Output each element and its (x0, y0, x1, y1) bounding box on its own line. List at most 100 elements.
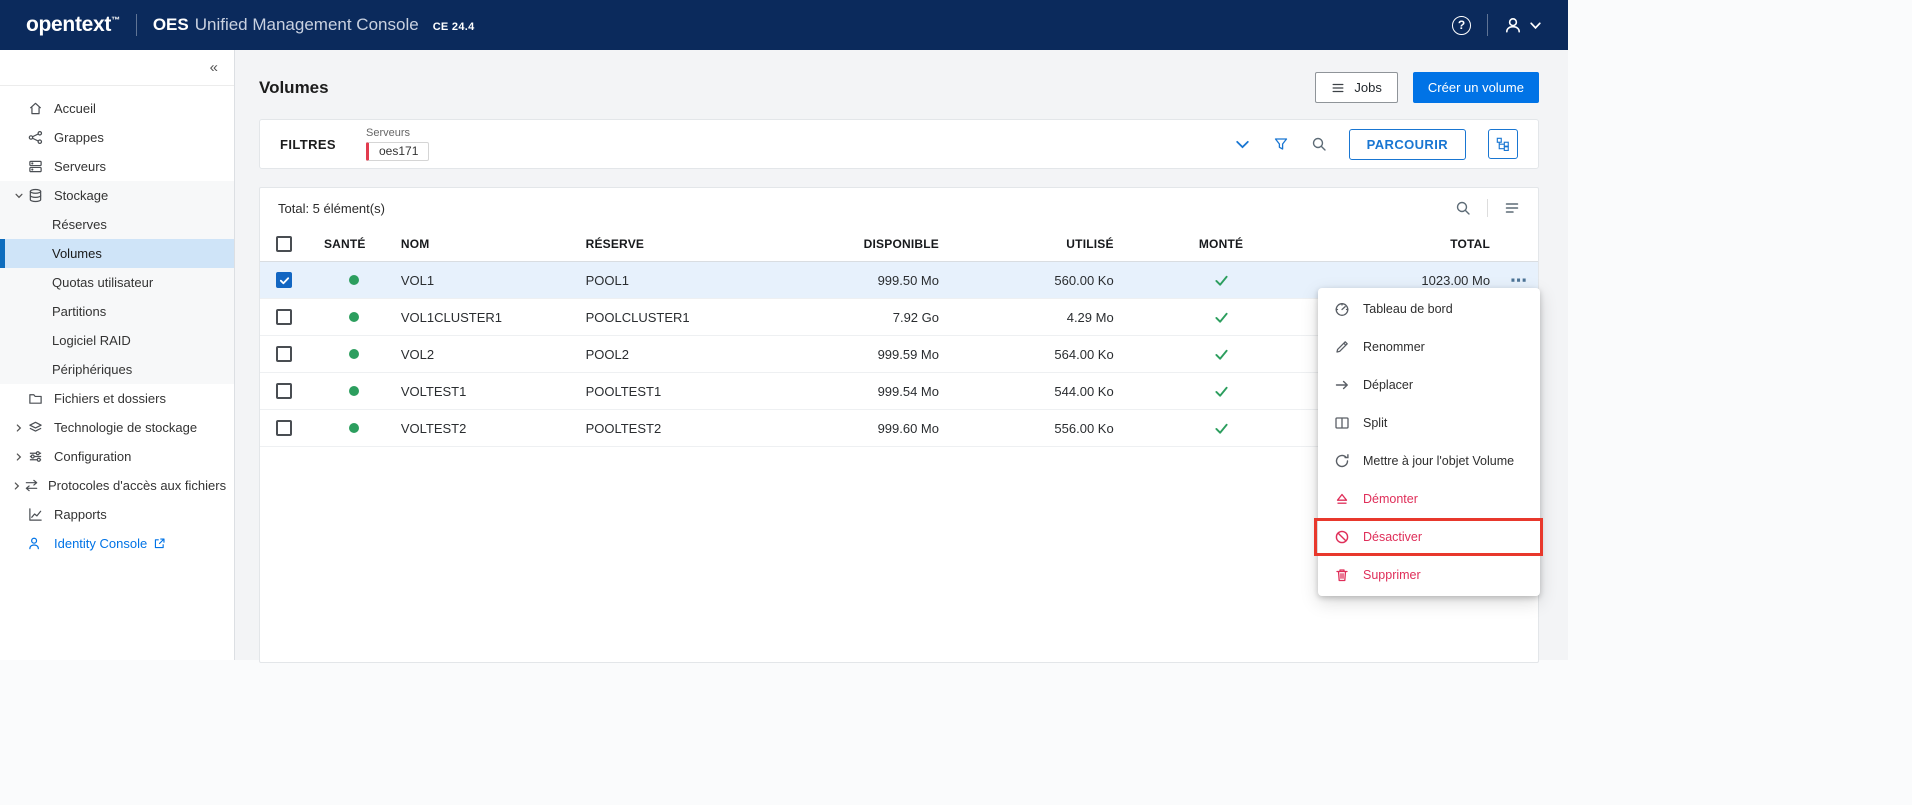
sidebar-item-volumes[interactable]: Volumes (0, 239, 234, 268)
row-checkbox[interactable] (276, 309, 292, 325)
cell-checkbox (260, 420, 316, 436)
user-menu[interactable] (1504, 16, 1542, 34)
chart-icon (28, 507, 45, 522)
health-ok-dot (349, 275, 359, 285)
cell-health (316, 423, 380, 433)
menu-item-supprimer[interactable]: Supprimer (1318, 556, 1540, 594)
column-header-total[interactable]: TOTAL (1328, 237, 1490, 251)
product-abbrev: OES (153, 15, 189, 34)
sidebar-item-accueil[interactable]: Accueil (0, 94, 234, 123)
menu-item-deplacer[interactable]: Déplacer (1318, 366, 1540, 404)
sidebar-item-identity-console[interactable]: Identity Console (0, 529, 234, 558)
list-icon (1331, 81, 1345, 95)
pencil-icon (1334, 339, 1350, 355)
sidebar-items: Accueil Grappes Serveurs (0, 86, 234, 558)
server-icon (28, 159, 45, 174)
sidebar-item-logiciel-raid[interactable]: Logiciel RAID (0, 326, 234, 355)
column-settings-icon[interactable] (1504, 200, 1520, 216)
table-search-icon[interactable] (1455, 200, 1471, 216)
row-checkbox[interactable] (276, 420, 292, 436)
version-badge: CE 24.4 (433, 21, 475, 33)
cell-checkbox (260, 346, 316, 362)
sidebar-item-partitions[interactable]: Partitions (0, 297, 234, 326)
sidebar-item-serveurs[interactable]: Serveurs (0, 152, 234, 181)
refresh-icon (1334, 453, 1350, 469)
expand-filters-chevron-icon[interactable] (1234, 136, 1251, 153)
cell-name: VOL1 (380, 273, 560, 288)
cell-health (316, 349, 380, 359)
cell-used: 564.00 Ko (939, 347, 1114, 362)
cell-used: 4.29 Mo (939, 310, 1114, 325)
total-count: Total: 5 élément(s) (278, 201, 385, 216)
sidebar-item-technologie-de-stockage[interactable]: Technologie de stockage (0, 413, 234, 442)
sidebar-item-reserves[interactable]: Réserves (0, 210, 234, 239)
sidebar-collapse-button[interactable]: « (210, 59, 218, 76)
layers-icon (28, 420, 45, 435)
browse-button[interactable]: PARCOURIR (1349, 129, 1466, 160)
cell-name: VOLTEST2 (380, 421, 560, 436)
mounted-check-icon (1214, 421, 1229, 436)
external-link-icon (153, 537, 166, 550)
chevron-down-icon (1529, 19, 1542, 32)
row-checkbox[interactable] (276, 272, 292, 288)
split-icon (1334, 415, 1350, 431)
menu-item-renommer[interactable]: Renommer (1318, 328, 1540, 366)
user-icon (1504, 16, 1522, 34)
column-header-disponible[interactable]: DISPONIBLE (804, 237, 939, 251)
cell-available: 999.59 Mo (804, 347, 939, 362)
create-volume-button[interactable]: Créer un volume (1413, 72, 1539, 103)
cell-total: 1023.00 Mo (1328, 273, 1490, 288)
row-actions-button[interactable]: ⋯ (1510, 272, 1528, 289)
column-header-utilise[interactable]: UTILISÉ (939, 237, 1114, 251)
menu-item-tableau-de-bord[interactable]: Tableau de bord (1318, 290, 1540, 328)
jobs-button[interactable]: Jobs (1315, 72, 1397, 103)
cell-health (316, 312, 380, 322)
health-ok-dot (349, 386, 359, 396)
sidebar: « Accueil Grappes (0, 50, 235, 660)
sidebar-item-grappes[interactable]: Grappes (0, 123, 234, 152)
sidebar-item-rapports[interactable]: Rapports (0, 500, 234, 529)
help-icon[interactable]: ? (1452, 16, 1471, 35)
sidebar-item-stockage[interactable]: Stockage (0, 181, 234, 210)
opentext-logo: opentext™ (26, 13, 120, 37)
sidebar-item-fichiers-et-dossiers[interactable]: Fichiers et dossiers (0, 384, 234, 413)
cell-available: 7.92 Go (804, 310, 939, 325)
menu-item-demonter[interactable]: Démonter (1318, 480, 1540, 518)
cell-mounted (1114, 347, 1329, 362)
row-checkbox[interactable] (276, 346, 292, 362)
cell-available: 999.60 Mo (804, 421, 939, 436)
filter-bar: FILTRES Serveurs oes171 PARCOURIR (259, 119, 1539, 169)
filter-funnel-icon[interactable] (1273, 136, 1289, 152)
cell-pool: POOLCLUSTER1 (560, 310, 805, 325)
tree-view-button[interactable] (1488, 129, 1518, 159)
sidebar-item-quotas-utilisateur[interactable]: Quotas utilisateur (0, 268, 234, 297)
chevron-down-icon (12, 191, 26, 201)
sidebar-item-configuration[interactable]: Configuration (0, 442, 234, 471)
column-header-nom[interactable]: NOM (380, 237, 560, 251)
sidebar-item-protocoles-acces-fichiers[interactable]: Protocoles d'accès aux fichiers (0, 471, 234, 500)
row-checkbox[interactable] (276, 383, 292, 399)
menu-item-mettre-a-jour[interactable]: Mettre à jour l'objet Volume (1318, 442, 1540, 480)
select-all-checkbox[interactable] (276, 236, 292, 252)
sidebar-group-stockage: Stockage Réserves Volumes Quotas utilisa… (0, 181, 234, 384)
column-header-sante[interactable]: SANTÉ (316, 237, 380, 251)
cell-name: VOL1CLUSTER1 (380, 310, 560, 325)
column-header-reserve[interactable]: RÉSERVE (560, 237, 805, 251)
sidebar-item-peripheriques[interactable]: Périphériques (0, 355, 234, 384)
trash-icon (1334, 567, 1350, 583)
dashboard-icon (1334, 301, 1350, 317)
search-icon[interactable] (1311, 136, 1327, 152)
folder-icon (28, 391, 45, 406)
menu-item-split[interactable]: Split (1318, 404, 1540, 442)
sidebar-header: « (0, 50, 234, 86)
header-checkbox-cell (260, 236, 316, 252)
server-filter-chip[interactable]: oes171 (366, 142, 429, 161)
divider (1487, 199, 1488, 217)
column-header-monte[interactable]: MONTÉ (1114, 237, 1329, 251)
cell-available: 999.50 Mo (804, 273, 939, 288)
table-toolbar-icons (1455, 199, 1520, 217)
topbar-divider (136, 14, 137, 36)
menu-item-desactiver[interactable]: Désactiver (1318, 518, 1540, 556)
deactivate-icon (1334, 529, 1350, 545)
row-context-menu: Tableau de bord Renommer Déplacer Split … (1318, 288, 1540, 596)
